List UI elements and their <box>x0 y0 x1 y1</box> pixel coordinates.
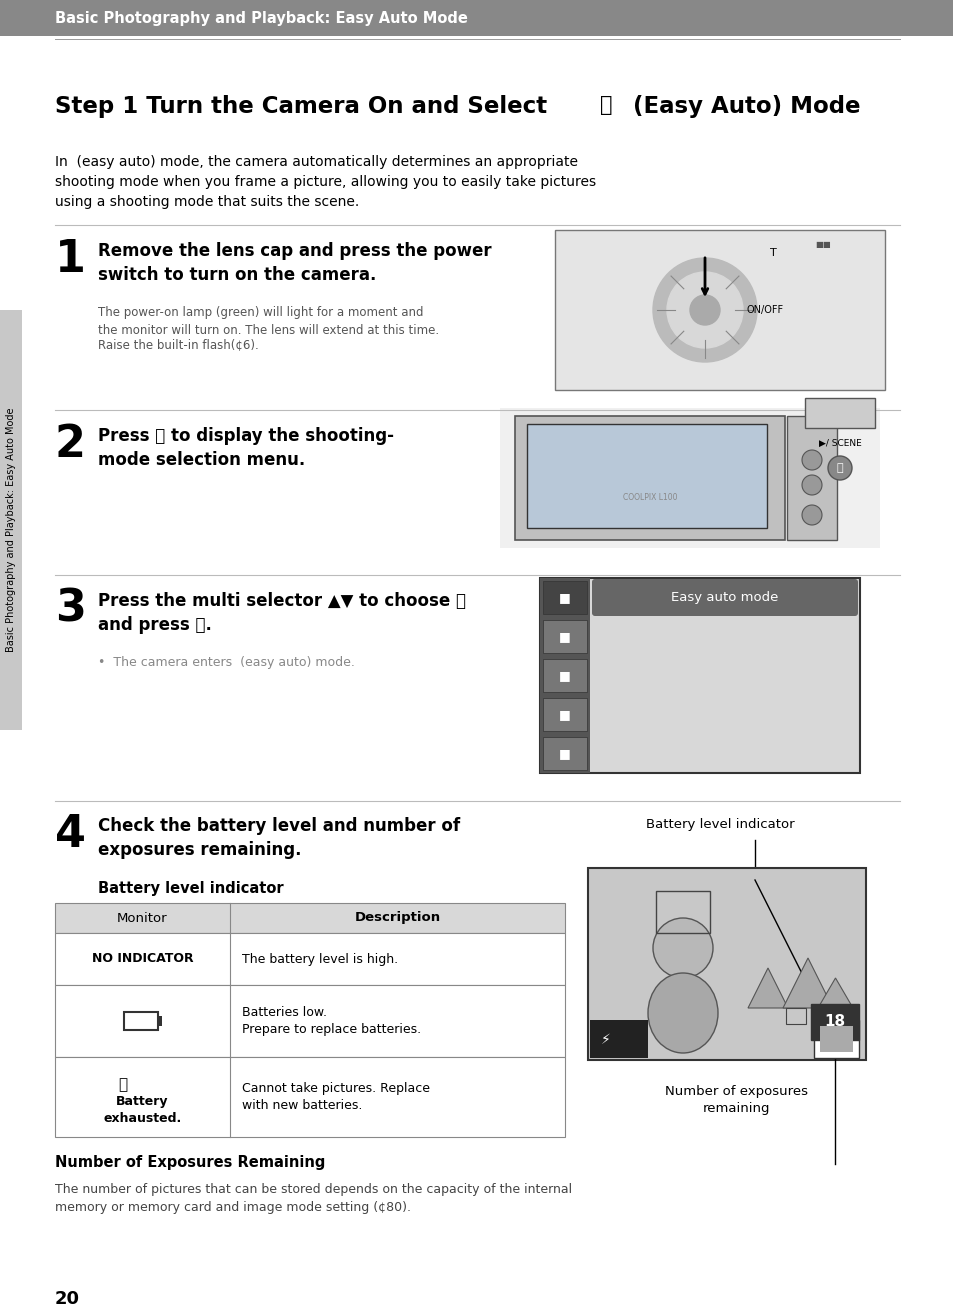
Text: Cannot take pictures. Replace
with new batteries.: Cannot take pictures. Replace with new b… <box>242 1081 430 1112</box>
Text: Remove the lens cap and press the power
switch to turn on the camera.: Remove the lens cap and press the power … <box>98 242 491 284</box>
Bar <box>786 417 836 540</box>
Bar <box>542 581 586 614</box>
Text: T: T <box>769 248 776 258</box>
Text: •  The camera enters  (easy auto) mode.: • The camera enters (easy auto) mode. <box>98 656 355 669</box>
Bar <box>656 891 709 933</box>
Bar <box>499 409 879 548</box>
Bar <box>55 1056 564 1137</box>
Text: Press 📷 to display the shooting-
mode selection menu.: Press 📷 to display the shooting- mode se… <box>98 427 394 469</box>
Text: Battery level indicator: Battery level indicator <box>645 819 794 830</box>
Text: Battery
exhausted.: Battery exhausted. <box>103 1095 181 1125</box>
Circle shape <box>801 505 821 526</box>
Circle shape <box>689 296 720 325</box>
Text: Battery level indicator: Battery level indicator <box>98 880 283 896</box>
Circle shape <box>827 456 851 480</box>
Circle shape <box>652 918 712 978</box>
FancyBboxPatch shape <box>592 579 857 616</box>
Bar <box>0 310 22 731</box>
Text: Number of exposures
remaining: Number of exposures remaining <box>665 1085 807 1116</box>
Text: Step 1 Turn the Camera On and Select: Step 1 Turn the Camera On and Select <box>55 95 555 118</box>
Bar <box>125 1012 158 1030</box>
Polygon shape <box>817 978 852 1008</box>
Bar <box>587 869 865 1060</box>
Text: The number of pictures that can be stored depends on the capacity of the interna: The number of pictures that can be store… <box>55 1183 572 1214</box>
Bar <box>785 1008 805 1024</box>
Text: Raise the built-in flash(¢6).: Raise the built-in flash(¢6). <box>98 338 258 351</box>
Bar <box>515 417 784 540</box>
Text: ■■: ■■ <box>814 240 830 248</box>
Circle shape <box>801 449 821 470</box>
Bar <box>555 230 884 390</box>
Text: 📷: 📷 <box>599 95 612 116</box>
Text: 📷: 📷 <box>836 463 842 473</box>
Text: 4: 4 <box>55 813 86 855</box>
Bar <box>810 1004 858 1039</box>
Bar <box>542 737 586 770</box>
Text: ■: ■ <box>558 669 570 682</box>
Text: 18: 18 <box>823 1014 844 1029</box>
Text: Batteries low.
Prepare to replace batteries.: Batteries low. Prepare to replace batter… <box>242 1007 420 1035</box>
Text: In  (easy auto) mode, the camera automatically determines an appropriate
shootin: In (easy auto) mode, the camera automati… <box>55 155 596 209</box>
Polygon shape <box>747 968 787 1008</box>
Circle shape <box>666 272 742 348</box>
Text: COOLPIX L100: COOLPIX L100 <box>622 494 677 502</box>
Text: Easy auto mode: Easy auto mode <box>671 591 778 604</box>
Text: Basic Photography and Playback: Easy Auto Mode: Basic Photography and Playback: Easy Aut… <box>6 407 16 652</box>
Text: ■: ■ <box>558 629 570 643</box>
Bar <box>526 424 766 528</box>
Polygon shape <box>782 958 832 1008</box>
Text: NO INDICATOR: NO INDICATOR <box>91 953 193 966</box>
Text: ON/OFF: ON/OFF <box>746 305 783 315</box>
Bar <box>55 903 564 933</box>
Text: Monitor: Monitor <box>117 912 168 925</box>
Text: Press the multi selector ▲▼ to choose 📷
and press Ⓜ.: Press the multi selector ▲▼ to choose 📷 … <box>98 593 465 635</box>
Text: 1: 1 <box>55 238 86 281</box>
Text: 20: 20 <box>55 1290 80 1307</box>
Bar <box>813 1020 858 1058</box>
Bar <box>589 1020 647 1058</box>
Bar <box>542 698 586 731</box>
Circle shape <box>801 474 821 495</box>
Text: Description: Description <box>355 912 440 925</box>
Text: ■: ■ <box>558 708 570 721</box>
Text: The battery level is high.: The battery level is high. <box>242 953 397 966</box>
Text: ■: ■ <box>558 746 570 759</box>
Bar <box>539 578 859 773</box>
Bar <box>542 660 586 692</box>
Text: Number of Exposures Remaining: Number of Exposures Remaining <box>55 1155 325 1169</box>
Bar <box>55 986 564 1056</box>
Ellipse shape <box>647 972 718 1053</box>
Text: The power-on lamp (green) will light for a moment and
the monitor will turn on. : The power-on lamp (green) will light for… <box>98 306 438 336</box>
Text: Basic Photography and Playback: Easy Auto Mode: Basic Photography and Playback: Easy Aut… <box>55 11 467 25</box>
Bar <box>539 578 589 773</box>
Bar <box>158 1016 162 1026</box>
Circle shape <box>652 258 757 361</box>
Text: 3: 3 <box>55 587 86 631</box>
Text: 2: 2 <box>55 423 86 466</box>
Text: ⓘ: ⓘ <box>118 1077 127 1092</box>
Text: (Easy Auto) Mode: (Easy Auto) Mode <box>624 95 860 118</box>
Bar <box>542 620 586 653</box>
Bar <box>0 0 953 35</box>
Bar <box>55 933 564 986</box>
Text: Check the battery level and number of
exposures remaining.: Check the battery level and number of ex… <box>98 817 459 859</box>
Bar <box>804 398 874 428</box>
Text: ⚡: ⚡ <box>600 1033 610 1047</box>
Bar <box>820 1026 852 1053</box>
Text: ▶/ SCENE: ▶/ SCENE <box>818 439 861 448</box>
Text: ■: ■ <box>558 591 570 604</box>
